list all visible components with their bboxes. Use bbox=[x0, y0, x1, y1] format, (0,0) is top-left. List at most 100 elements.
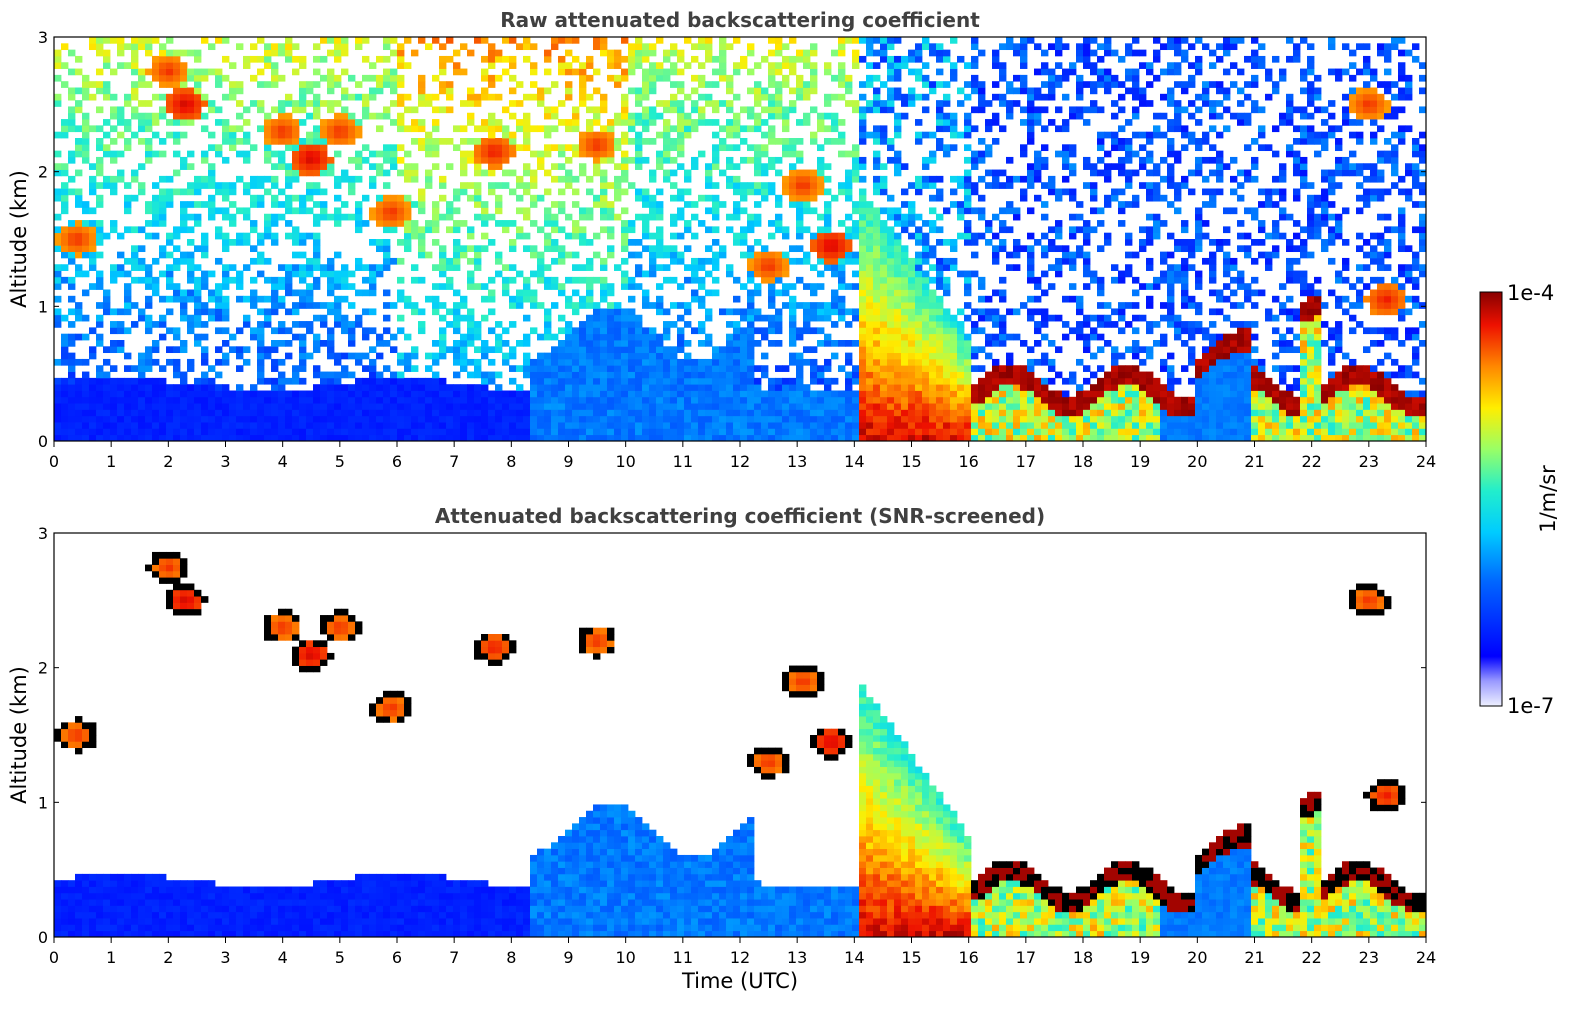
heatmap-cell bbox=[684, 37, 692, 44]
heatmap-cell bbox=[838, 308, 846, 316]
heatmap-cell bbox=[432, 390, 440, 398]
heatmap-cell bbox=[467, 245, 475, 253]
heatmap-cell bbox=[285, 327, 293, 335]
heatmap-cell bbox=[810, 169, 818, 177]
heatmap-cell bbox=[166, 74, 174, 82]
heatmap-cell bbox=[572, 333, 580, 341]
heatmap-cell bbox=[54, 55, 62, 63]
heatmap-cell bbox=[523, 289, 531, 297]
heatmap-cell bbox=[677, 257, 685, 265]
heatmap-cell bbox=[726, 270, 734, 278]
heatmap-cell bbox=[768, 384, 776, 391]
heatmap-cell bbox=[544, 384, 552, 391]
heatmap-cell bbox=[166, 232, 174, 240]
heatmap-cell bbox=[635, 37, 643, 44]
heatmap-cell bbox=[929, 365, 937, 372]
heatmap-cell bbox=[719, 396, 727, 404]
heatmap-cell bbox=[145, 422, 153, 429]
heatmap-cell bbox=[348, 321, 356, 328]
heatmap-cell bbox=[775, 257, 783, 265]
heatmap-cell bbox=[124, 283, 132, 290]
heatmap-cell bbox=[201, 396, 209, 404]
heatmap-cell bbox=[376, 390, 384, 398]
heatmap-cell bbox=[327, 257, 335, 265]
heatmap-cell bbox=[649, 270, 657, 278]
heatmap-cell bbox=[901, 390, 909, 398]
heatmap-cell bbox=[586, 422, 594, 429]
heatmap-cell bbox=[369, 365, 377, 372]
heatmap-cell bbox=[264, 314, 272, 322]
heatmap-cell bbox=[327, 283, 335, 290]
heatmap-cell bbox=[894, 302, 902, 309]
heatmap-cell bbox=[551, 81, 559, 88]
heatmap-cell bbox=[593, 276, 601, 284]
heatmap-cell bbox=[572, 371, 580, 379]
heatmap-cell bbox=[859, 156, 867, 164]
heatmap-cell bbox=[313, 68, 321, 76]
heatmap-cell bbox=[292, 270, 300, 278]
heatmap-cell bbox=[110, 37, 118, 44]
heatmap-cell bbox=[705, 340, 713, 347]
heatmap-cell bbox=[257, 68, 265, 76]
heatmap-cell bbox=[579, 81, 587, 88]
heatmap-cell bbox=[908, 207, 916, 215]
heatmap-cell bbox=[950, 358, 958, 366]
heatmap-cell bbox=[803, 49, 811, 57]
heatmap-cell bbox=[733, 377, 741, 385]
heatmap-cell bbox=[705, 245, 713, 253]
heatmap-cell bbox=[257, 428, 265, 436]
heatmap-cell bbox=[110, 321, 118, 328]
heatmap-cell bbox=[187, 239, 195, 246]
heatmap-cell bbox=[453, 422, 461, 429]
heatmap-cell bbox=[75, 358, 83, 366]
heatmap-cell bbox=[467, 156, 475, 164]
heatmap-cell bbox=[54, 163, 62, 170]
heatmap-cell bbox=[978, 194, 986, 202]
heatmap-cell bbox=[614, 138, 622, 145]
heatmap-cell bbox=[733, 295, 741, 303]
heatmap-cell bbox=[551, 422, 559, 429]
heatmap-cell bbox=[432, 409, 440, 417]
heatmap-cell bbox=[145, 327, 153, 335]
heatmap-cell bbox=[278, 213, 286, 221]
heatmap-cell bbox=[418, 119, 426, 126]
heatmap-cell bbox=[915, 43, 923, 51]
heatmap-cell bbox=[418, 434, 426, 442]
heatmap-cell bbox=[355, 352, 363, 360]
heatmap-cell bbox=[544, 428, 552, 436]
heatmap-cell bbox=[887, 384, 895, 391]
heatmap-cell bbox=[558, 100, 566, 107]
heatmap-cell bbox=[152, 62, 160, 69]
heatmap-cell bbox=[236, 390, 244, 398]
heatmap-cell bbox=[922, 156, 930, 164]
heatmap-cell bbox=[82, 314, 90, 322]
heatmap-cell bbox=[285, 100, 293, 107]
heatmap-cell bbox=[719, 100, 727, 107]
heatmap-cell bbox=[523, 333, 531, 341]
heatmap-cell bbox=[628, 365, 636, 372]
heatmap-cell bbox=[964, 188, 972, 196]
heatmap-cell bbox=[138, 314, 146, 322]
heatmap-cell bbox=[159, 175, 167, 183]
heatmap-cell bbox=[208, 422, 216, 429]
heatmap-cell bbox=[712, 365, 720, 372]
heatmap-cell bbox=[593, 384, 601, 391]
heatmap-cell bbox=[558, 384, 566, 391]
heatmap-cell bbox=[684, 428, 692, 436]
heatmap-cell bbox=[187, 428, 195, 436]
heatmap-cell bbox=[145, 314, 153, 322]
heatmap-cell bbox=[894, 276, 902, 284]
heatmap-cell bbox=[908, 340, 916, 347]
heatmap-cell bbox=[397, 144, 405, 152]
heatmap-cell bbox=[194, 87, 202, 95]
heatmap-cell bbox=[208, 68, 216, 76]
heatmap-cell bbox=[383, 302, 391, 309]
heatmap-cell bbox=[992, 321, 1000, 328]
heatmap-cell bbox=[831, 119, 839, 126]
heatmap-cell bbox=[383, 257, 391, 265]
heatmap-cell bbox=[474, 283, 482, 290]
heatmap-cell bbox=[747, 257, 755, 265]
heatmap-cell bbox=[138, 188, 146, 196]
heatmap-cell bbox=[187, 49, 195, 57]
heatmap-cell bbox=[201, 415, 209, 423]
